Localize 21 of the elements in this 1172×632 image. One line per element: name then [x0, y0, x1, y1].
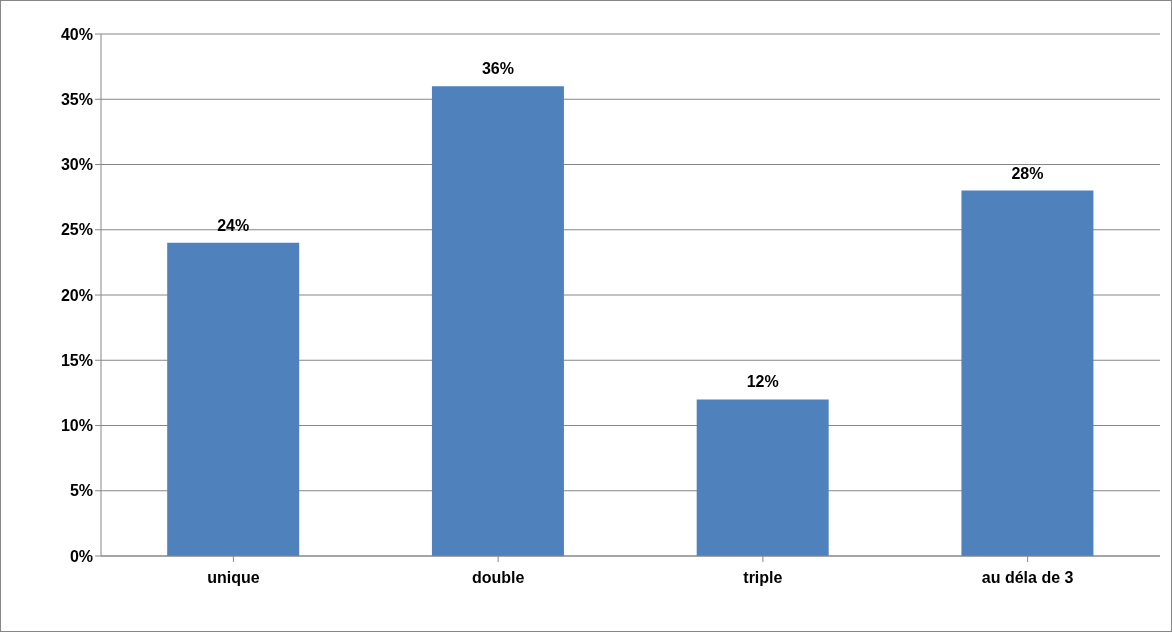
- data-label: 28%: [1011, 164, 1044, 182]
- y-tick-label: 10%: [60, 417, 93, 435]
- y-tick-label: 0%: [69, 547, 93, 565]
- y-tick-label: 25%: [60, 221, 93, 239]
- y-tick-label: 40%: [60, 25, 93, 43]
- y-tick-label: 20%: [60, 286, 93, 304]
- data-label: 36%: [481, 60, 514, 78]
- bar: [696, 399, 829, 556]
- x-tick-label: triple: [743, 569, 783, 587]
- x-tick-label: unique: [207, 569, 260, 587]
- data-label: 12%: [746, 373, 779, 391]
- y-tick-label: 35%: [60, 90, 93, 108]
- bar: [167, 242, 300, 556]
- y-tick-label: 5%: [69, 482, 93, 500]
- x-tick-label: double: [471, 569, 525, 587]
- x-tick-label: au déla de 3: [981, 569, 1074, 587]
- y-tick-label: 30%: [60, 156, 93, 174]
- bar: [961, 190, 1094, 556]
- data-label: 24%: [217, 216, 250, 234]
- y-tick-label: 15%: [60, 351, 93, 369]
- bar: [431, 86, 564, 556]
